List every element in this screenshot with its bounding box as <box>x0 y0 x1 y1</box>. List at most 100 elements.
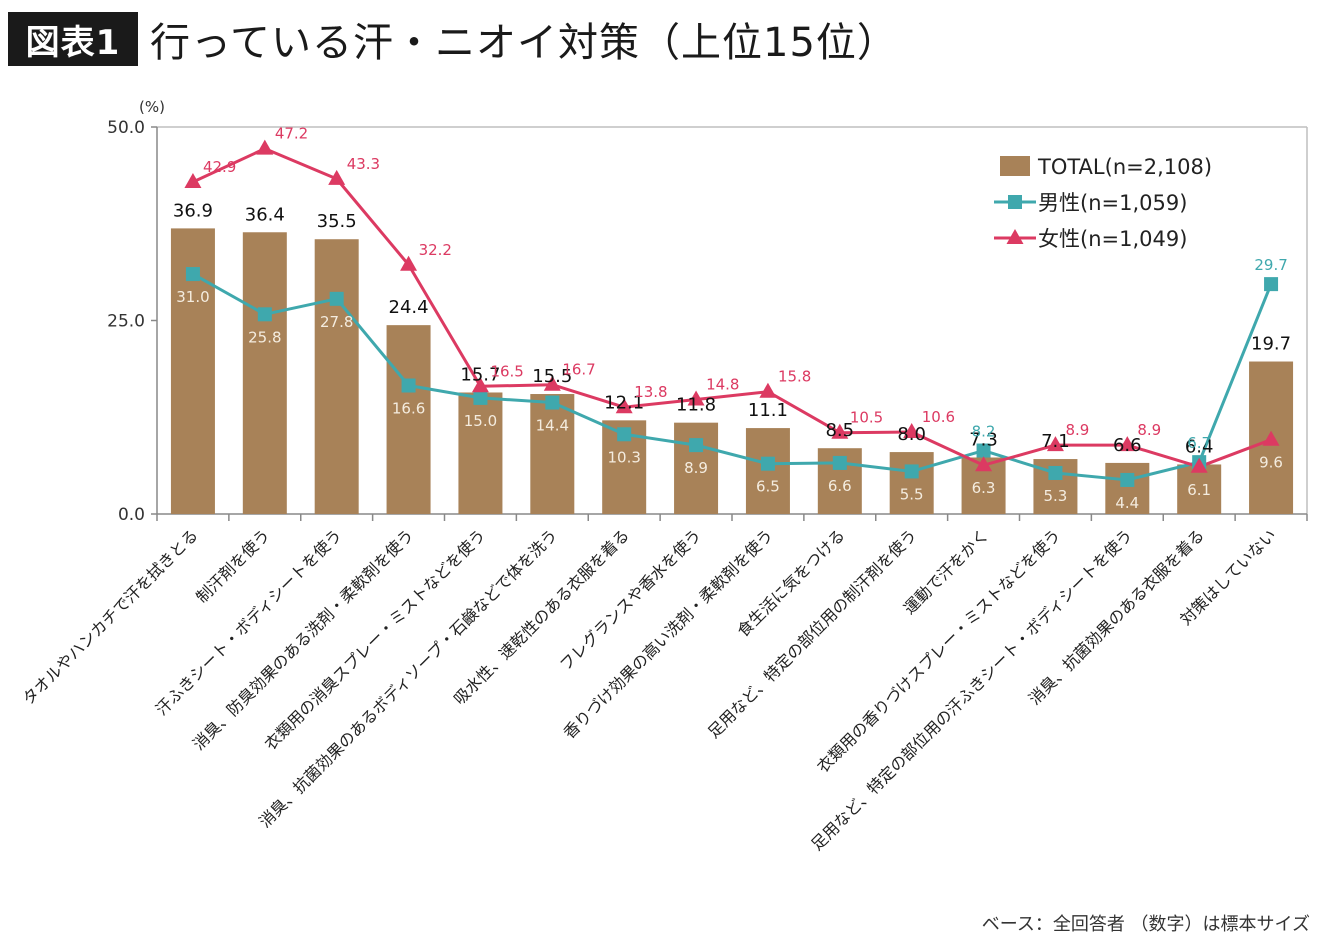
y-tick-label: 50.0 <box>107 118 145 138</box>
data-label-female: 16.7 <box>562 361 595 379</box>
line-female <box>192 147 1272 469</box>
marker-male <box>617 427 632 442</box>
data-label-total: 6.4 <box>1185 436 1214 457</box>
marker-male <box>1120 472 1135 487</box>
bars <box>170 228 1294 515</box>
data-label-male: 5.3 <box>1044 487 1068 505</box>
footnote: ベース：全回答者 （数字）は標本サイズ <box>981 914 1310 935</box>
y-tick-label: 0.0 <box>118 505 145 525</box>
series-lines <box>184 139 1280 487</box>
data-label-total: 7.1 <box>1041 431 1070 452</box>
data-label-male: 8.9 <box>684 459 708 477</box>
marker-male <box>545 395 560 410</box>
marker-female <box>615 398 633 414</box>
legend-label-female: 女性(n=1,049) <box>1038 227 1187 251</box>
bar-total <box>530 394 575 514</box>
data-label-total: 11.8 <box>676 395 716 416</box>
bar-total <box>458 392 503 514</box>
data-label-male: 15.0 <box>464 412 497 430</box>
data-label-male: 4.4 <box>1115 494 1139 512</box>
marker-female <box>1190 457 1208 473</box>
marker-female <box>184 172 202 188</box>
bar-total <box>1105 462 1150 514</box>
category-labels: タオルやハンカチで汗を拭きとる制汗剤を使う汗ふきシート・ボディシートを使う消臭、… <box>19 525 1280 854</box>
data-label-male: 8.2 <box>972 423 996 441</box>
y-tick-label: 25.0 <box>107 312 145 332</box>
marker-female <box>975 456 993 472</box>
marker-male <box>1264 277 1279 292</box>
data-label-male: 29.7 <box>1254 256 1287 274</box>
marker-male <box>401 378 416 393</box>
data-label-total: 11.1 <box>748 400 788 421</box>
category-label: タオルやハンカチで汗を拭きとる <box>19 525 202 708</box>
marker-male <box>185 267 200 282</box>
y-axis-unit-label: (%) <box>139 98 165 116</box>
data-label-male: 6.7 <box>1187 434 1211 452</box>
legend-swatch-total <box>1000 156 1030 176</box>
data-label-male: 6.5 <box>756 478 780 496</box>
marker-male <box>904 464 919 479</box>
bar-total <box>889 452 934 514</box>
data-label-female: 8.9 <box>1137 421 1161 439</box>
data-label-female: 10.6 <box>922 408 955 426</box>
bar-total <box>242 232 287 514</box>
data-label-female: 16.5 <box>490 362 523 380</box>
data-label-female: 15.8 <box>778 368 811 386</box>
data-label-total: 15.7 <box>460 364 500 385</box>
marker-female <box>328 169 346 185</box>
figure-badge: 図表1 <box>8 12 138 66</box>
category-label: フレグランスや香水を使う <box>556 525 705 674</box>
data-label-total: 6.6 <box>1113 435 1142 456</box>
data-labels: 36.9 36.4 35.5 24.4 15.7 15.5 12.1 11.8 11.1 8.5 8… <box>173 125 1291 512</box>
data-label-total: 24.4 <box>389 297 429 318</box>
data-label-female: 47.2 <box>275 125 308 143</box>
data-label-total: 8.0 <box>897 424 926 445</box>
marker-female <box>903 422 921 438</box>
data-label-total: 15.5 <box>532 366 572 387</box>
data-label-male: 10.3 <box>607 448 640 466</box>
legend-marker-male <box>1008 195 1022 209</box>
marker-male <box>976 443 991 458</box>
marker-female <box>471 377 489 393</box>
bar-total <box>745 428 790 514</box>
data-label-female: 43.3 <box>347 155 380 173</box>
bar-total <box>314 239 359 515</box>
category-label: 衣類用の香りづけスプレー・ミストなどを使う <box>813 525 1064 776</box>
data-label-total: 8.5 <box>825 420 854 441</box>
marker-male <box>832 455 847 470</box>
data-label-total: 36.9 <box>173 200 213 221</box>
marker-male <box>473 390 488 405</box>
data-label-male: 16.6 <box>392 400 425 418</box>
marker-female <box>400 255 418 271</box>
line-male <box>192 272 1273 482</box>
data-label-female: 32.2 <box>419 241 452 259</box>
legend-marker-female <box>1006 229 1024 244</box>
data-label-male: 25.8 <box>248 328 281 346</box>
data-label-total: 36.4 <box>245 204 285 225</box>
marker-female <box>687 390 705 406</box>
marker-female <box>543 375 561 391</box>
data-label-female: 9.6 <box>1259 454 1283 472</box>
bar-total <box>674 422 719 514</box>
data-label-male: 14.4 <box>536 417 569 435</box>
data-label-female: 8.9 <box>1065 421 1089 439</box>
legend-label-total: TOTAL(n=2,108) <box>1037 155 1212 179</box>
bar-total <box>386 325 431 514</box>
data-label-total: 19.7 <box>1251 334 1291 355</box>
marker-female <box>256 139 274 155</box>
marker-female <box>1262 430 1280 446</box>
marker-male <box>257 307 272 322</box>
data-label-male: 31.0 <box>176 288 209 306</box>
data-label-female: 6.3 <box>972 479 996 497</box>
chart-title: 行っている汗・ニオイ対策（上位15位） <box>150 20 898 66</box>
data-label-male: 5.5 <box>900 485 924 503</box>
data-label-female: 14.8 <box>706 375 739 393</box>
marker-female <box>831 423 849 439</box>
data-label-total: 7.3 <box>969 429 998 450</box>
data-label-female: 13.8 <box>634 383 667 401</box>
legend-label-male: 男性(n=1,059) <box>1038 191 1187 215</box>
legend: TOTAL(n=2,108) 男性(n=1,059) 女性(n=1,049) <box>994 155 1212 251</box>
data-label-male: 27.8 <box>320 313 353 331</box>
data-label-female: 42.9 <box>203 158 236 176</box>
